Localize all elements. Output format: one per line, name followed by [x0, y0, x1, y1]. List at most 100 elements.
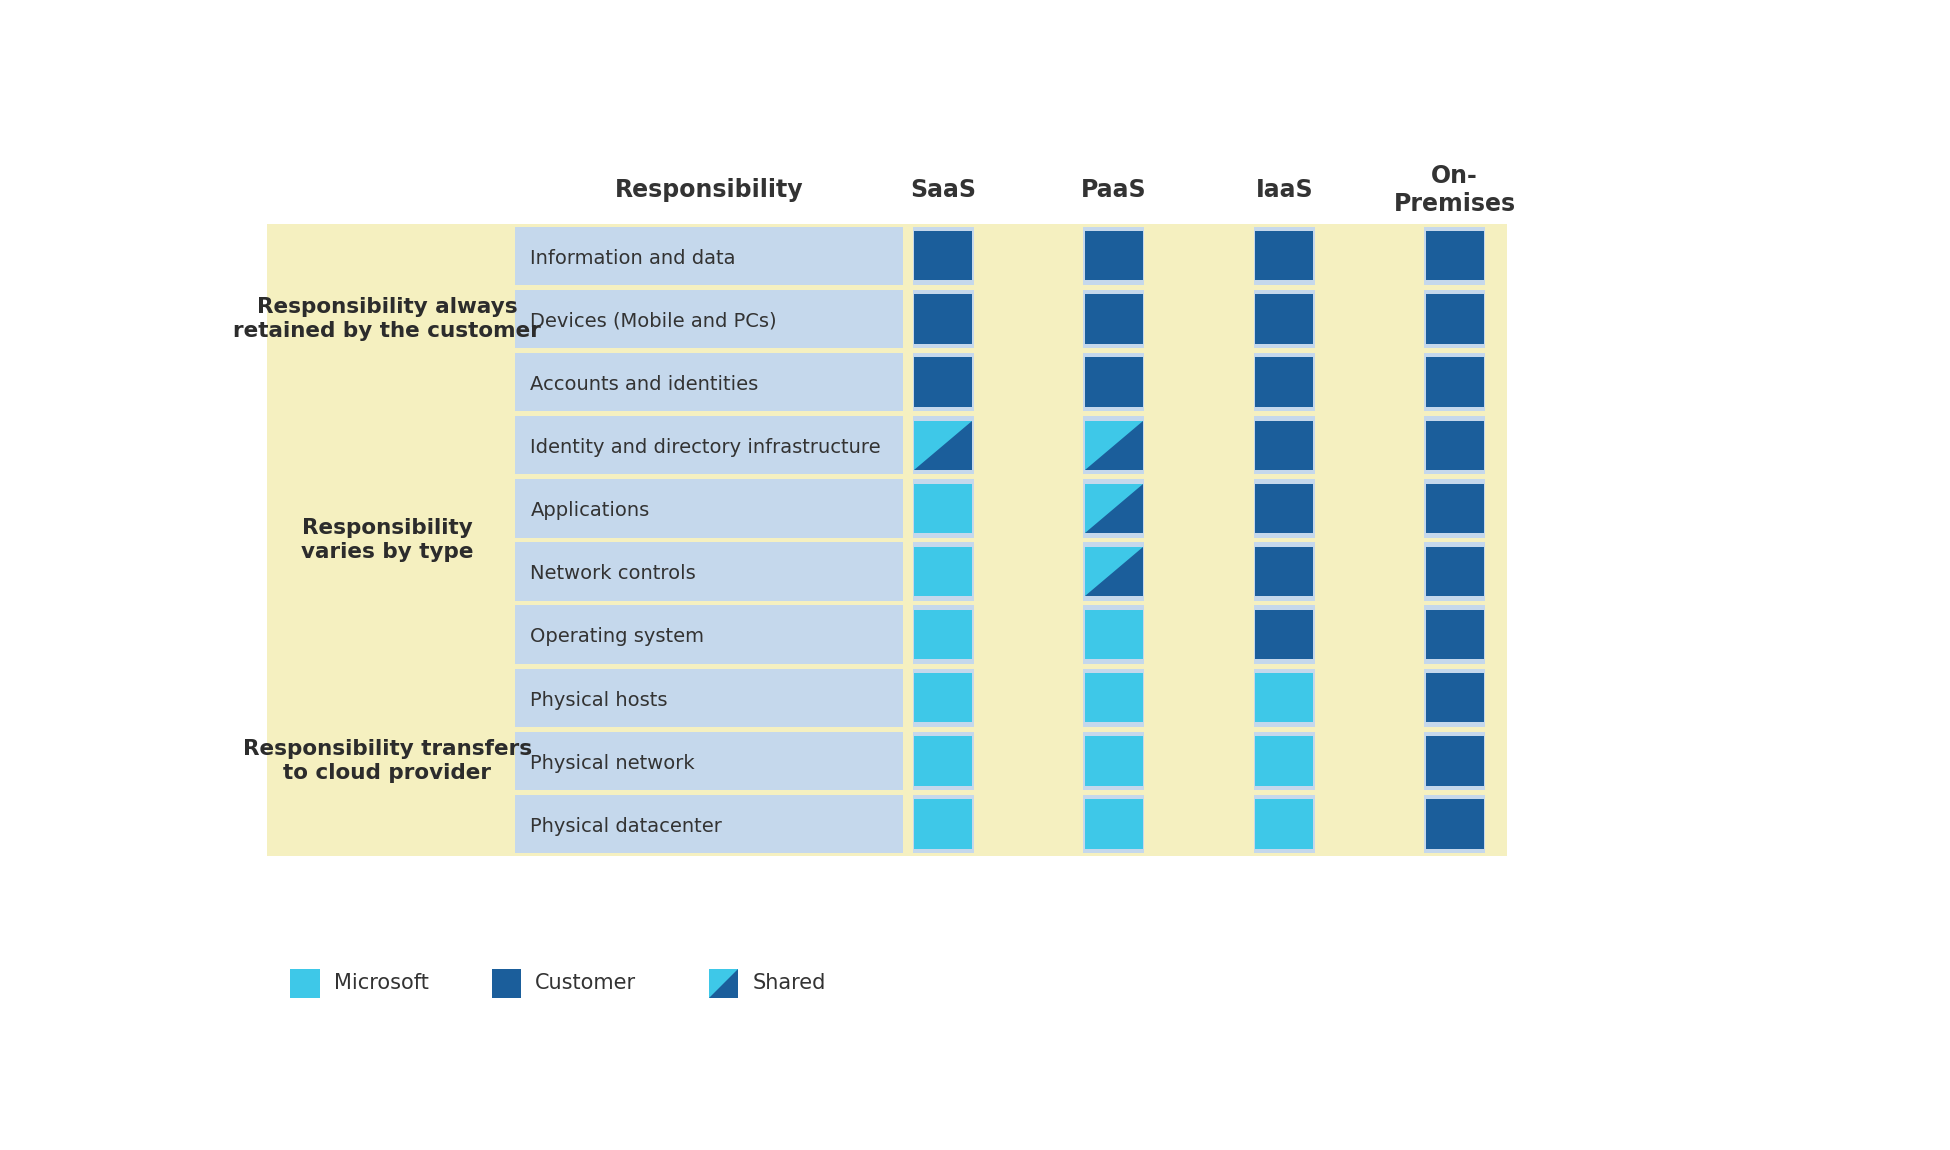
FancyBboxPatch shape [1082, 543, 1145, 600]
FancyBboxPatch shape [1254, 353, 1314, 412]
Text: Physical datacenter: Physical datacenter [530, 816, 722, 836]
FancyBboxPatch shape [1254, 795, 1314, 853]
FancyBboxPatch shape [1425, 484, 1484, 532]
FancyBboxPatch shape [1084, 799, 1143, 849]
Text: PaaS: PaaS [1080, 178, 1147, 202]
FancyBboxPatch shape [515, 668, 903, 727]
FancyBboxPatch shape [1254, 290, 1314, 348]
Text: Responsibility transfers
to cloud provider: Responsibility transfers to cloud provid… [242, 739, 532, 782]
FancyBboxPatch shape [1084, 610, 1143, 659]
FancyBboxPatch shape [515, 731, 903, 790]
FancyBboxPatch shape [1424, 543, 1486, 600]
FancyBboxPatch shape [1425, 294, 1484, 344]
Text: Physical hosts: Physical hosts [530, 691, 669, 710]
FancyBboxPatch shape [1424, 731, 1486, 790]
FancyBboxPatch shape [515, 543, 903, 600]
FancyBboxPatch shape [1082, 605, 1145, 664]
FancyBboxPatch shape [1424, 668, 1486, 727]
FancyBboxPatch shape [267, 224, 1507, 414]
FancyBboxPatch shape [1084, 736, 1143, 785]
Text: Microsoft: Microsoft [333, 973, 429, 994]
FancyBboxPatch shape [1082, 227, 1145, 285]
Polygon shape [708, 968, 739, 998]
FancyBboxPatch shape [1424, 416, 1486, 475]
Polygon shape [1084, 547, 1143, 596]
FancyBboxPatch shape [915, 547, 973, 596]
FancyBboxPatch shape [1084, 421, 1143, 470]
Text: Identity and directory infrastructure: Identity and directory infrastructure [530, 438, 881, 457]
FancyBboxPatch shape [913, 416, 973, 475]
FancyBboxPatch shape [1084, 547, 1143, 596]
FancyBboxPatch shape [915, 673, 973, 722]
FancyBboxPatch shape [1424, 605, 1486, 664]
FancyBboxPatch shape [1425, 547, 1484, 596]
FancyBboxPatch shape [1082, 416, 1145, 475]
Text: Responsibility
varies by type: Responsibility varies by type [300, 519, 474, 561]
FancyBboxPatch shape [291, 968, 320, 998]
FancyBboxPatch shape [1256, 358, 1312, 407]
Text: Devices (Mobile and PCs): Devices (Mobile and PCs) [530, 312, 778, 331]
FancyBboxPatch shape [1256, 799, 1312, 849]
FancyBboxPatch shape [1424, 795, 1486, 853]
FancyBboxPatch shape [1084, 231, 1143, 281]
Text: Applications: Applications [530, 501, 649, 520]
FancyBboxPatch shape [515, 227, 903, 285]
FancyBboxPatch shape [1424, 353, 1486, 412]
Text: Operating system: Operating system [530, 628, 704, 646]
FancyBboxPatch shape [915, 799, 973, 849]
FancyBboxPatch shape [1424, 290, 1486, 348]
FancyBboxPatch shape [913, 605, 973, 664]
FancyBboxPatch shape [1256, 231, 1312, 281]
Text: IaaS: IaaS [1256, 178, 1312, 202]
Text: Shared: Shared [753, 973, 825, 994]
FancyBboxPatch shape [915, 294, 973, 344]
FancyBboxPatch shape [913, 290, 973, 348]
Polygon shape [1084, 484, 1143, 532]
FancyBboxPatch shape [915, 231, 973, 281]
FancyBboxPatch shape [1254, 543, 1314, 600]
FancyBboxPatch shape [1425, 231, 1484, 281]
FancyBboxPatch shape [913, 543, 973, 600]
FancyBboxPatch shape [1082, 795, 1145, 853]
Polygon shape [1084, 421, 1143, 470]
FancyBboxPatch shape [1084, 673, 1143, 722]
FancyBboxPatch shape [1424, 227, 1486, 285]
FancyBboxPatch shape [915, 610, 973, 659]
FancyBboxPatch shape [1425, 736, 1484, 785]
FancyBboxPatch shape [1424, 480, 1486, 538]
FancyBboxPatch shape [915, 358, 973, 407]
Text: Accounts and identities: Accounts and identities [530, 375, 759, 394]
Text: On-
Premises: On- Premises [1394, 164, 1515, 216]
Text: Physical network: Physical network [530, 753, 694, 773]
Text: SaaS: SaaS [911, 178, 977, 202]
FancyBboxPatch shape [1256, 484, 1312, 532]
FancyBboxPatch shape [1082, 353, 1145, 412]
FancyBboxPatch shape [1425, 610, 1484, 659]
FancyBboxPatch shape [1254, 480, 1314, 538]
FancyBboxPatch shape [1254, 416, 1314, 475]
FancyBboxPatch shape [1082, 480, 1145, 538]
FancyBboxPatch shape [915, 484, 973, 532]
FancyBboxPatch shape [1256, 610, 1312, 659]
FancyBboxPatch shape [1425, 799, 1484, 849]
FancyBboxPatch shape [267, 414, 1507, 666]
FancyBboxPatch shape [1084, 294, 1143, 344]
FancyBboxPatch shape [1256, 421, 1312, 470]
FancyBboxPatch shape [515, 353, 903, 412]
FancyBboxPatch shape [913, 795, 973, 853]
FancyBboxPatch shape [1084, 358, 1143, 407]
Text: Responsibility always
retained by the customer: Responsibility always retained by the cu… [234, 298, 540, 340]
Text: Information and data: Information and data [530, 248, 735, 268]
FancyBboxPatch shape [1256, 673, 1312, 722]
FancyBboxPatch shape [915, 421, 973, 470]
FancyBboxPatch shape [913, 227, 973, 285]
FancyBboxPatch shape [913, 731, 973, 790]
FancyBboxPatch shape [1425, 358, 1484, 407]
FancyBboxPatch shape [515, 480, 903, 538]
FancyBboxPatch shape [1084, 484, 1143, 532]
FancyBboxPatch shape [1082, 731, 1145, 790]
FancyBboxPatch shape [1254, 605, 1314, 664]
FancyBboxPatch shape [1082, 290, 1145, 348]
FancyBboxPatch shape [267, 666, 1507, 856]
FancyBboxPatch shape [515, 290, 903, 348]
